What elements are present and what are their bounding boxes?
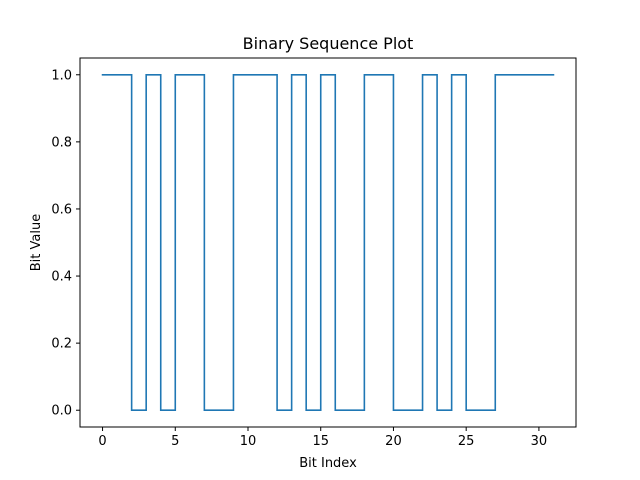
x-axis-label: Bit Index <box>299 456 357 471</box>
x-tick-label: 25 <box>458 434 475 449</box>
series-layer <box>101 73 555 412</box>
chart-title: Binary Sequence Plot <box>243 34 414 53</box>
y-tick-label: 0.8 <box>51 135 72 150</box>
x-tick-label: 10 <box>240 434 257 449</box>
x-axis-ticks: 0 5 10 15 20 25 30 <box>98 427 547 449</box>
x-tick-label: 20 <box>385 434 402 449</box>
y-axis-ticks: 0.0 0.2 0.4 0.6 0.8 1.0 <box>51 68 80 419</box>
y-tick-label: 0.2 <box>51 337 72 352</box>
y-tick-label: 1.0 <box>51 68 72 83</box>
x-tick-label: 15 <box>312 434 329 449</box>
y-axis-label: Bit Value <box>29 214 44 271</box>
x-tick-label: 30 <box>531 434 548 449</box>
y-tick-label: 0.0 <box>51 404 72 419</box>
series-line-0 <box>101 73 555 412</box>
x-tick-label: 5 <box>171 434 179 449</box>
axes-frame <box>79 57 577 428</box>
y-tick-label: 0.6 <box>51 202 72 217</box>
x-tick-label: 0 <box>98 434 106 449</box>
y-tick-label: 0.4 <box>51 270 72 285</box>
